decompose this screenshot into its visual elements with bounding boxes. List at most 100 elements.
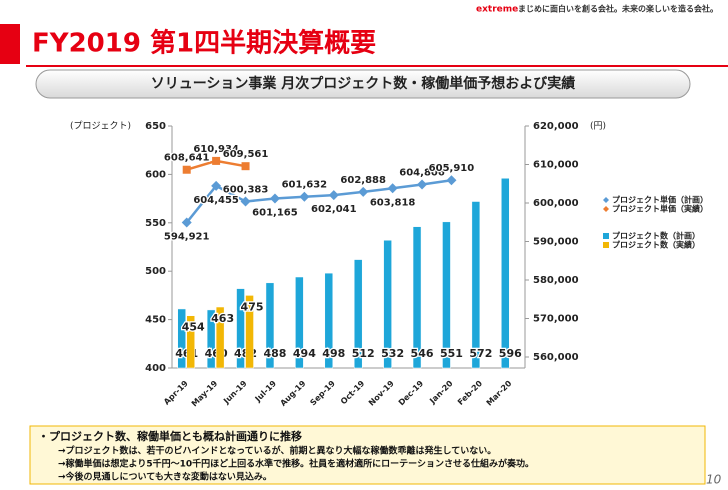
bar-value-label: 494	[293, 347, 316, 360]
line-value-label: 610,934	[193, 144, 239, 155]
y-axis-label: (プロジェクト)	[70, 121, 131, 132]
title-block	[0, 24, 20, 64]
bar	[186, 315, 195, 369]
legend-swatch	[603, 206, 609, 212]
line-value-label: 601,632	[282, 180, 328, 191]
tagline: まじめに面白いを創る会社。未来の楽しいを造る会社。	[518, 4, 718, 14]
bar-value-label: 454	[182, 321, 205, 334]
legend-label: プロジェクト単価（実績）	[612, 204, 708, 214]
legend-swatch	[603, 233, 609, 239]
marker	[182, 165, 191, 174]
x-tick-label: Jun-19	[221, 379, 249, 407]
y-tick-label: 400	[145, 363, 166, 374]
line	[185, 179, 452, 224]
marker	[212, 156, 221, 165]
bar	[295, 276, 304, 369]
marker	[211, 180, 222, 191]
marker	[446, 175, 457, 186]
bar	[501, 178, 510, 369]
bar	[177, 308, 186, 369]
y-tick-label: 600	[145, 169, 166, 180]
bar	[206, 309, 216, 369]
x-tick-label: Jul-19	[253, 379, 279, 405]
note: →プロジェクト数は、若干のビハインドとなっているが、前期と異なり大幅な稼働数乖離…	[58, 445, 496, 457]
marker	[358, 186, 369, 197]
bar-value-label: 488	[263, 347, 286, 360]
legend-swatch	[603, 242, 609, 248]
line-value-label: 603,818	[370, 197, 416, 208]
marker	[328, 190, 339, 201]
x-tick-label: Apr-19	[162, 379, 190, 407]
y2-axis-label: (円)	[590, 121, 606, 132]
marker	[387, 183, 398, 194]
y2-tick-label: 570,000	[533, 314, 579, 325]
x-tick-label: Aug-19	[279, 379, 308, 408]
y-tick-label: 500	[145, 266, 166, 277]
x-tick-label: Sep-19	[308, 379, 337, 408]
bar	[412, 226, 422, 369]
x-tick-label: Jan-20	[427, 379, 455, 407]
bar	[265, 282, 275, 369]
x-tick-label: Nov-19	[367, 379, 396, 408]
legend-label: プロジェクト数（計画）	[612, 231, 700, 241]
marker	[417, 179, 428, 190]
legend-swatch	[603, 197, 609, 203]
bar-value-label: 532	[381, 347, 404, 360]
y-tick-label: 550	[145, 218, 166, 229]
y2-tick-label: 610,000	[533, 160, 579, 171]
y2-tick-label: 580,000	[533, 275, 579, 286]
line-value-label: 605,910	[429, 163, 475, 174]
note: →今後の見通しについても大きな変動はない見込み。	[58, 471, 272, 483]
bar-value-label: 475	[241, 300, 264, 313]
page-number: 10	[706, 473, 722, 487]
bar	[383, 239, 392, 369]
y2-tick-label: 560,000	[533, 352, 579, 363]
note: ・プロジェクト数、稼働単価とも概ね計画通りに推移	[38, 429, 302, 443]
legend-label: プロジェクト単価（計画）	[612, 195, 708, 205]
bar	[245, 295, 254, 369]
y-tick-label: 450	[145, 315, 166, 326]
bar-value-label: 596	[499, 347, 522, 360]
line-value-label: 602,888	[340, 175, 386, 186]
line-value-label: 602,041	[311, 204, 357, 215]
bar	[442, 221, 451, 369]
bar-value-label: 512	[352, 347, 375, 360]
x-tick-label: Oct-19	[339, 379, 367, 407]
bar	[236, 288, 245, 369]
subtitle-banner	[35, 69, 691, 99]
y2-tick-label: 620,000	[533, 121, 579, 132]
slide-title: FY2019 第1四半期決算概要	[32, 28, 376, 59]
bar	[215, 306, 225, 369]
line-value-label: 604,455	[193, 195, 239, 206]
bar-value-label: 551	[440, 347, 463, 360]
x-tick-label: Feb-20	[456, 379, 484, 407]
note: →稼働単価は想定より5千円〜10千円ほど上回る水準で推移。社員を適材適所にローテ…	[58, 458, 534, 470]
bar	[471, 201, 481, 369]
legend-label: プロジェクト数（実績）	[612, 240, 700, 250]
y2-tick-label: 590,000	[533, 237, 579, 248]
line-value-label: 601,165	[252, 208, 298, 219]
notes-box	[29, 425, 706, 485]
y-tick-label: 650	[145, 121, 166, 132]
bar-value-label: 463	[211, 312, 234, 325]
y2-tick-label: 600,000	[533, 198, 579, 209]
bar	[353, 259, 363, 369]
line-value-label: 600,383	[223, 185, 269, 196]
line-value-label: 609,561	[223, 149, 269, 160]
x-tick-label: Mar-20	[485, 379, 514, 408]
marker	[240, 196, 251, 207]
bar-value-label: 498	[322, 347, 345, 360]
line-value-label: 594,921	[164, 232, 210, 243]
bar	[324, 272, 334, 369]
line-value-label: 608,641	[164, 153, 210, 164]
x-tick-label: May-19	[190, 379, 220, 409]
line-value-label: 604,806	[399, 167, 445, 178]
marker	[241, 162, 250, 171]
marker	[299, 191, 310, 202]
subtitle: ソリューション事業 月次プロジェクト数・稼働単価予想および実績	[151, 75, 576, 92]
x-tick-label: Dec-19	[397, 379, 426, 408]
brand: extreme	[476, 5, 518, 15]
bar-value-label: 546	[411, 347, 434, 360]
bar-value-label: 572	[469, 347, 492, 360]
